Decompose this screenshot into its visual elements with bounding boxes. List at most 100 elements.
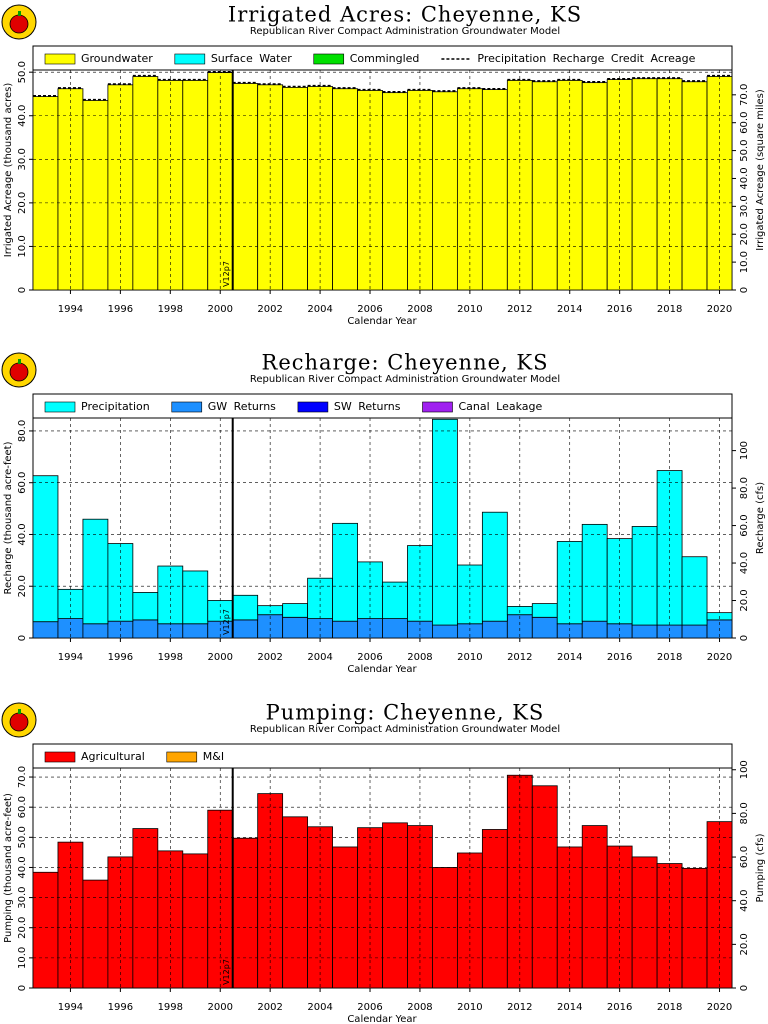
bar [82, 518, 109, 625]
bar [531, 81, 558, 291]
x-tick-label: 2000 [208, 652, 233, 663]
bar [432, 624, 458, 639]
y2-tick-label: 70.0 [739, 84, 750, 106]
bar [82, 100, 109, 291]
chart-subtitle: Republican River Compact Administration … [250, 724, 560, 735]
y-tick-label: 40.0 [17, 523, 28, 545]
x-tick-label: 1998 [158, 304, 183, 315]
x-tick-label: 2010 [457, 1002, 482, 1013]
x-tick-label: 1998 [158, 652, 183, 663]
x-tick-label: 2016 [607, 304, 632, 315]
y2-tick-label: 20.0 [739, 933, 750, 955]
bar [132, 619, 159, 639]
y-tick-label: 40.0 [17, 105, 28, 127]
y2-tick-label: 0 [739, 985, 750, 991]
bar [32, 621, 59, 639]
bar [681, 81, 708, 291]
bar [581, 523, 608, 622]
x-tick-label: 1996 [108, 1002, 133, 1013]
x-tick-label: 2012 [507, 1002, 532, 1013]
bar [481, 89, 508, 291]
y-tick-label: 0 [17, 287, 28, 293]
x-tick-label: 1996 [108, 304, 133, 315]
x-tick-label: 2014 [557, 1002, 582, 1013]
x-tick-label: 1994 [58, 652, 83, 663]
bar [307, 86, 333, 291]
y2-tick-label: 40.0 [739, 552, 750, 574]
x-tick-label: 2004 [307, 1002, 332, 1013]
x-tick-label: 2004 [307, 304, 332, 315]
y2-tick-label: 100 [739, 760, 750, 779]
legend-label: Canal Leakage [459, 400, 543, 413]
bar [581, 620, 608, 639]
logo-leaf [18, 709, 21, 714]
legend-label: GW Returns [208, 400, 276, 413]
y2-tick-label: 60.0 [739, 846, 750, 868]
bar [581, 825, 608, 989]
legend-label: Agricultural [81, 750, 145, 763]
y2-tick-label: 20.0 [739, 223, 750, 245]
logo-leaf [18, 11, 21, 16]
x-tick-label: 2020 [707, 304, 732, 315]
y2-tick-label: 40.0 [739, 890, 750, 912]
y2-tick-label: 0 [739, 635, 750, 641]
y2-tick-label: 80.0 [739, 802, 750, 824]
bar [282, 616, 309, 639]
x-tick-label: 2018 [657, 652, 682, 663]
bar [182, 853, 209, 989]
y-tick-label: 20.0 [17, 575, 28, 597]
bar [631, 78, 658, 291]
x-tick-label: 1994 [58, 1002, 83, 1013]
bar [432, 91, 458, 291]
legend-swatch [44, 53, 76, 65]
x-tick-label: 2008 [407, 1002, 432, 1013]
y2-axis-label: Irrigated Acreage (square miles) [755, 89, 766, 251]
x-tick-label: 2006 [357, 1002, 382, 1013]
y-tick-label: 70.0 [17, 766, 28, 788]
x-tick-label: 2012 [507, 304, 532, 315]
bar [82, 623, 109, 639]
x-tick-label: 2004 [307, 652, 332, 663]
bar [432, 418, 458, 626]
y-tick-label: 20.0 [17, 917, 28, 939]
y2-tick-label: 30.0 [739, 195, 750, 217]
legend-swatch [44, 751, 76, 763]
bar [182, 623, 209, 639]
y-tick-label: 10.0 [17, 235, 28, 257]
y2-tick-label: 0 [739, 287, 750, 293]
y-axis-label: Irrigated Acreage (thousand acres) [3, 83, 14, 258]
bar [681, 867, 708, 989]
annotation-label: V12p7 [222, 261, 231, 287]
bar [132, 828, 159, 989]
x-axis-label: Calendar Year [347, 316, 417, 327]
bar [232, 594, 259, 621]
bar [332, 522, 358, 622]
y2-tick-label: 10.0 [739, 251, 750, 273]
bar [631, 624, 658, 639]
x-tick-label: 2020 [707, 1002, 732, 1013]
y2-tick-label: 60.0 [739, 112, 750, 134]
bar [382, 822, 408, 989]
y-axis-label: Recharge (thousand acre-feet) [3, 441, 14, 594]
y-tick-label: 60.0 [17, 796, 28, 818]
bar [282, 603, 309, 618]
logo-apple [9, 362, 29, 382]
y-tick-label: 10.0 [17, 947, 28, 969]
legend-label: Precipitation Recharge Credit Acreage [477, 52, 695, 65]
x-tick-label: 2000 [208, 304, 233, 315]
chart-title: Recharge: Cheyenne, KS [262, 351, 549, 375]
legend-label: Precipitation [81, 400, 150, 413]
x-tick-label: 2016 [607, 1002, 632, 1013]
legend-swatch [297, 401, 329, 413]
bar [182, 570, 209, 625]
bar [232, 837, 259, 989]
x-tick-label: 2014 [557, 304, 582, 315]
legend-swatch [422, 401, 453, 413]
bar [531, 616, 558, 639]
x-tick-label: 2018 [657, 1002, 682, 1013]
x-tick-label: 2002 [257, 652, 282, 663]
y-tick-label: 30.0 [17, 886, 28, 908]
legend-label: M&I [203, 750, 224, 763]
x-axis-label: Calendar Year [347, 1014, 417, 1024]
x-tick-label: 2008 [407, 652, 432, 663]
